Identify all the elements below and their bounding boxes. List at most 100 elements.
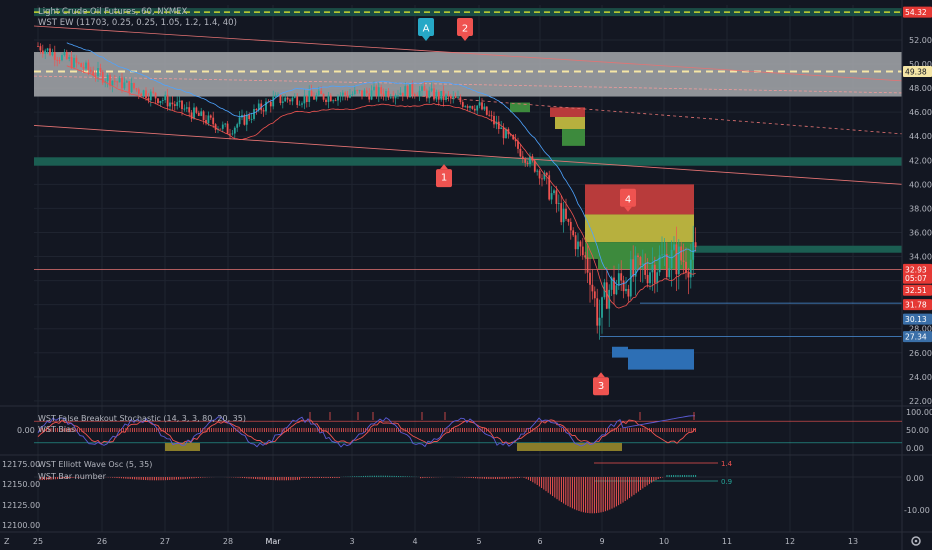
price-tick: 26.00 <box>909 349 932 358</box>
candle-body <box>322 94 325 100</box>
wave-label-A[interactable]: A <box>418 17 434 41</box>
candle-body <box>545 172 548 176</box>
oscillator-pane[interactable]: WST Elliott Wave Osc (5, 35) WST Bar num… <box>2 460 930 530</box>
time-tick: 6 <box>537 537 542 546</box>
candle-body <box>63 51 66 56</box>
candle-body <box>65 51 68 59</box>
wave-label-4[interactable]: 4 <box>620 188 636 212</box>
candle-body <box>675 244 678 275</box>
candle-body <box>581 246 584 256</box>
price-tick: 28.00 <box>909 325 932 334</box>
candle-body <box>543 172 546 180</box>
candle-body <box>454 96 457 98</box>
candle-body <box>176 102 179 106</box>
candle-body <box>87 62 90 70</box>
wave-label-3[interactable]: 3 <box>593 372 609 396</box>
candle-body <box>555 190 558 204</box>
candle-body <box>368 93 371 100</box>
candle-body <box>325 99 327 102</box>
candle-body <box>358 90 361 92</box>
candle-body <box>281 101 284 103</box>
osc-right-tick-1: -10.00 <box>904 506 930 515</box>
candle-body <box>202 111 205 121</box>
price-tick: 46.00 <box>909 108 932 117</box>
candle-body <box>219 128 222 130</box>
candle-body <box>97 68 99 77</box>
candle-body <box>466 106 469 108</box>
candle-body <box>305 95 308 102</box>
candle-body <box>303 95 306 104</box>
bias-bar-1 <box>165 443 200 451</box>
osc-level-1-4: 1.4 <box>721 460 733 468</box>
candle-body <box>173 104 176 106</box>
candle-body <box>685 261 687 273</box>
candle-body <box>380 87 383 94</box>
candle-body <box>413 94 416 96</box>
price-tick: 38.00 <box>909 204 932 213</box>
candle-body <box>433 88 435 100</box>
candle-body <box>457 97 459 99</box>
stoch-signal-line <box>37 419 696 445</box>
candle-body <box>437 91 440 100</box>
candle-body <box>409 84 411 98</box>
candle-body <box>471 106 474 109</box>
svg-text:49.38: 49.38 <box>905 68 927 77</box>
main-pane[interactable]: A 2 1 4 3 <box>34 5 902 532</box>
candle-body <box>517 141 519 149</box>
wave-label-text: 3 <box>598 381 604 392</box>
candle-body <box>188 107 191 113</box>
candle-body <box>238 117 241 125</box>
stair-red <box>585 184 598 215</box>
candle-body <box>651 264 654 273</box>
candle-body <box>154 92 157 99</box>
candle-body <box>649 272 651 284</box>
candle-body <box>670 249 673 269</box>
candle-body <box>524 158 527 163</box>
wave-label-1[interactable]: 1 <box>436 164 452 188</box>
candle-body <box>147 98 150 101</box>
candle-body <box>644 263 647 275</box>
price-tick: 22.00 <box>909 397 932 406</box>
candle-body <box>85 62 87 69</box>
candle-body <box>627 288 630 297</box>
timezone-icon[interactable]: Z <box>4 537 10 546</box>
candle-body <box>128 81 131 93</box>
osc-left-tick-3: 12100.00 <box>2 521 40 530</box>
candle-body <box>668 268 671 278</box>
candle-body <box>625 288 627 292</box>
candle-body <box>610 277 613 290</box>
wave-label-text: A <box>423 23 430 34</box>
candle-body <box>75 57 78 63</box>
time-axis[interactable]: 25 26 27 28 Mar 3 4 5 6 9 10 11 12 13 <box>33 537 858 546</box>
candle-body <box>101 72 104 83</box>
candle-body <box>435 91 438 100</box>
stochastic-pane[interactable]: WST False Breakout Stochastic (14, 3, 3,… <box>17 408 932 453</box>
blue-step <box>612 346 628 358</box>
candle-body <box>346 95 349 98</box>
candle-body <box>41 50 44 54</box>
price-tick: 44.00 <box>909 132 932 141</box>
osc-left-tick-2: 12125.00 <box>2 501 40 510</box>
wave-label-text: 2 <box>462 23 468 34</box>
candle-body <box>39 46 42 51</box>
candle-body <box>125 81 128 83</box>
candle-body <box>349 94 351 98</box>
wave-label-2[interactable]: 2 <box>457 17 473 41</box>
stoch-tick-50: 50.00 <box>906 426 929 435</box>
candle-body <box>548 175 551 200</box>
right-zone <box>690 245 902 253</box>
candle-body <box>121 77 123 89</box>
candle-body <box>377 87 380 97</box>
candle-body <box>596 298 599 326</box>
price-badge: 27.34 <box>903 331 932 343</box>
candle-body <box>212 117 215 125</box>
indicator-ew-label: WST EW (11703, 0.25, 0.25, 1.05, 1.2, 1.… <box>38 18 237 28</box>
settings-gear-icon[interactable] <box>911 536 921 546</box>
candle-body <box>341 92 344 96</box>
price-tick: 40.00 <box>909 180 932 189</box>
price-tick: 36.00 <box>909 228 932 237</box>
candle-body <box>181 100 183 110</box>
candle-body <box>327 95 330 102</box>
candle-body <box>221 124 224 129</box>
